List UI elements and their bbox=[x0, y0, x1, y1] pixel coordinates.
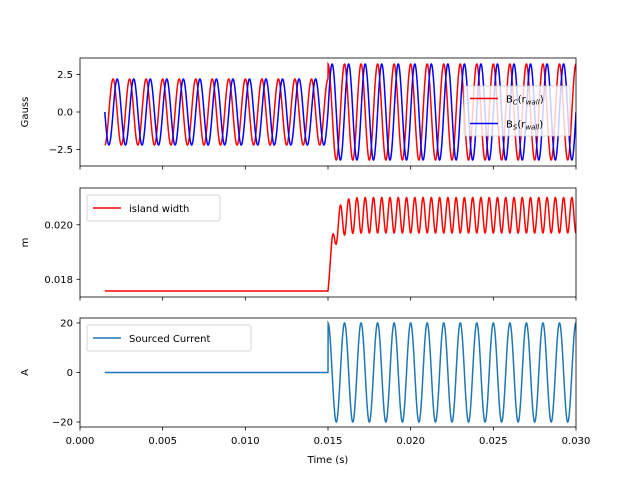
y-axis-label: Gauss bbox=[20, 97, 31, 128]
y-tick-label: 0.0 bbox=[57, 108, 73, 119]
x-tick-label: 0.020 bbox=[396, 436, 425, 447]
x-tick-label: 0.000 bbox=[66, 436, 95, 447]
legend-entry: Sourced Current bbox=[129, 334, 211, 345]
y-axis-label: A bbox=[20, 369, 31, 376]
y-tick-label: 2.5 bbox=[57, 70, 73, 81]
chart-panel-3: −20 0 20 0.000 0.005 0.010 0.015 0.020 0.025 0.03… bbox=[20, 317, 591, 466]
chart-panel-2: 0.018 0.020 m island width bbox=[20, 187, 577, 301]
legend: BC(rwall) BS(rwall) bbox=[463, 85, 571, 137]
legend-entry: BS(rwall) bbox=[506, 120, 543, 132]
y-tick-label: −2.5 bbox=[49, 145, 73, 156]
legend-box bbox=[86, 194, 221, 222]
y-tick-label: 0.020 bbox=[44, 220, 73, 231]
y-tick-label: 20 bbox=[60, 318, 73, 329]
series-line-2 bbox=[104, 63, 576, 161]
y-tick-label: −20 bbox=[52, 418, 73, 429]
x-tick-label: 0.030 bbox=[562, 436, 591, 447]
series-line-1 bbox=[104, 196, 576, 292]
x-tick-label: 0.005 bbox=[148, 436, 177, 447]
y-tick-label: 0.018 bbox=[44, 275, 73, 286]
legend-box bbox=[86, 324, 252, 352]
y-tick-label: 0 bbox=[67, 368, 73, 379]
legend-entry: island width bbox=[129, 204, 189, 215]
chart-panel-1: −2.5 0.0 2.5 Gauss BC(rwall) BS(rwall) bbox=[20, 57, 577, 170]
x-tick-label: 0.015 bbox=[314, 436, 343, 447]
series-line-1 bbox=[104, 320, 576, 423]
legend: Sourced Current bbox=[86, 324, 252, 352]
legend-entry: BC(rwall) bbox=[506, 95, 544, 107]
legend: island width bbox=[86, 194, 221, 222]
x-tick-label: 0.025 bbox=[479, 436, 508, 447]
x-tick-label: 0.010 bbox=[231, 436, 260, 447]
y-axis-label: m bbox=[20, 238, 31, 248]
x-axis-label: Time (s) bbox=[307, 455, 349, 466]
